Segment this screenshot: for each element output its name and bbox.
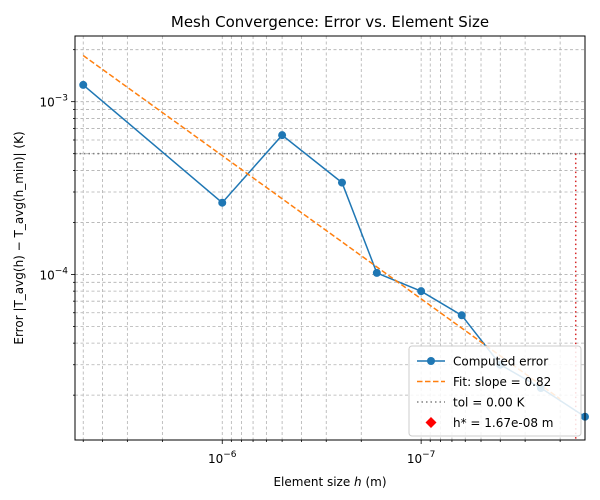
legend-handle-marker xyxy=(427,357,435,365)
legend-label: h* = 1.67e-08 m xyxy=(453,416,554,430)
computed-error-point xyxy=(457,311,466,320)
legend-label: Fit: slope = 0.82 xyxy=(453,375,551,389)
legend-handle-diamond xyxy=(425,417,437,428)
plot-frame xyxy=(74,35,586,441)
legend-label: Computed error xyxy=(453,355,548,369)
x-axis-label-suffix: (m) xyxy=(362,475,387,489)
computed-error-point xyxy=(337,178,346,187)
legend-label: tol = 0.00 K xyxy=(453,396,526,410)
computed-error-point xyxy=(218,198,227,207)
y-tick-label: 10−4 xyxy=(39,266,68,282)
x-axis-label-var: h xyxy=(354,475,362,489)
x-axis-label-prefix: Element size xyxy=(273,475,354,489)
computed-error-point xyxy=(79,80,88,89)
legend: Computed error Fit: slope = 0.82 tol = 0.0… xyxy=(408,345,582,437)
y-tick-label: 10−3 xyxy=(39,94,68,110)
computed-error-point xyxy=(417,287,426,296)
chart-title: Mesh Convergence: Error vs. Element Size xyxy=(171,13,489,31)
fit-line xyxy=(82,54,561,400)
x-tick-label: 10−7 xyxy=(407,450,436,466)
x-axis-label: Element size h (m) xyxy=(273,475,386,489)
computed-error-point xyxy=(278,131,287,140)
y-axis-label: Error |T_avg(h) − T_avg(h_min)| (K) xyxy=(12,131,26,344)
computed-error-point xyxy=(372,268,381,277)
legend-box xyxy=(408,345,582,437)
ticks: 10−6 10−7 10−3 10−4 xyxy=(39,49,561,466)
x-tick-label: 10−6 xyxy=(208,450,237,466)
